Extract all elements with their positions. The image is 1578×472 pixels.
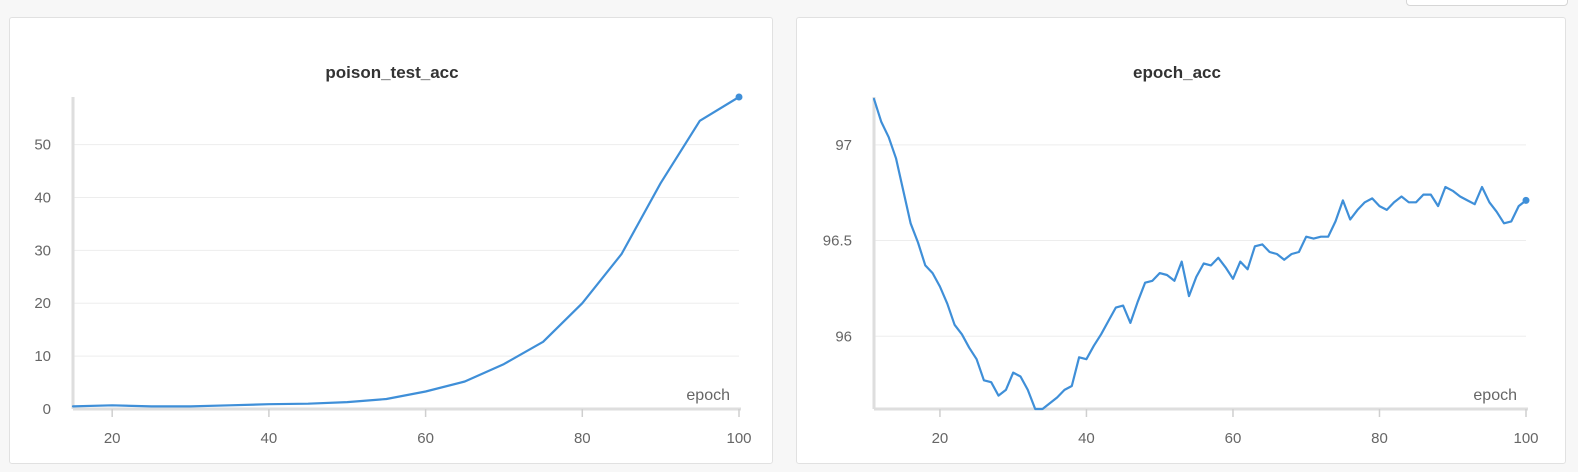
top-toolbar-control[interactable]	[1406, 0, 1568, 6]
chart-panel-poison-test-acc: poison_test_acc 0 10 20 30 40 50 20 40 60 80 100 e…	[9, 17, 773, 464]
x-axis-label: epoch	[1473, 387, 1517, 404]
y-tick-label: 10	[34, 348, 51, 365]
chart-svg-poison-test-acc: poison_test_acc 0 10 20 30 40 50 20 40 60 80 100 e…	[34, 63, 751, 447]
series-last-point[interactable]	[735, 93, 743, 101]
y-tick-label: 40	[34, 189, 51, 206]
y-tick-label: 20	[34, 295, 51, 312]
chart-title: epoch_acc	[1133, 63, 1221, 82]
chart-svg-epoch-acc: epoch_acc 96 96.5 97 20 40 60 80 100 epoch	[823, 63, 1539, 447]
x-tick-label: 60	[1225, 430, 1242, 447]
y-tick-label: 0	[43, 401, 51, 418]
x-tick-label: 100	[726, 430, 751, 447]
x-tick-label: 40	[261, 430, 278, 447]
x-tick-label: 40	[1078, 430, 1095, 447]
x-axis-label: epoch	[686, 387, 730, 404]
series-line	[872, 97, 1528, 411]
series-last-point[interactable]	[1522, 196, 1530, 204]
chart-title: poison_test_acc	[325, 63, 458, 82]
x-tick-label: 20	[104, 430, 121, 447]
x-tick-label: 80	[574, 430, 591, 447]
y-tick-label: 96	[835, 328, 852, 345]
y-tick-label: 50	[34, 137, 51, 154]
y-tick-label: 97	[835, 137, 852, 154]
x-tick-label: 80	[1371, 430, 1388, 447]
chart-panel-epoch-acc: epoch_acc 96 96.5 97 20 40 60 80 100 epoch	[796, 17, 1566, 464]
y-tick-label: 30	[34, 242, 51, 259]
y-tick-label: 96.5	[823, 233, 852, 250]
series-line	[71, 95, 741, 408]
x-tick-label: 20	[932, 430, 949, 447]
x-tick-label: 60	[417, 430, 434, 447]
x-tick-label: 100	[1513, 430, 1538, 447]
